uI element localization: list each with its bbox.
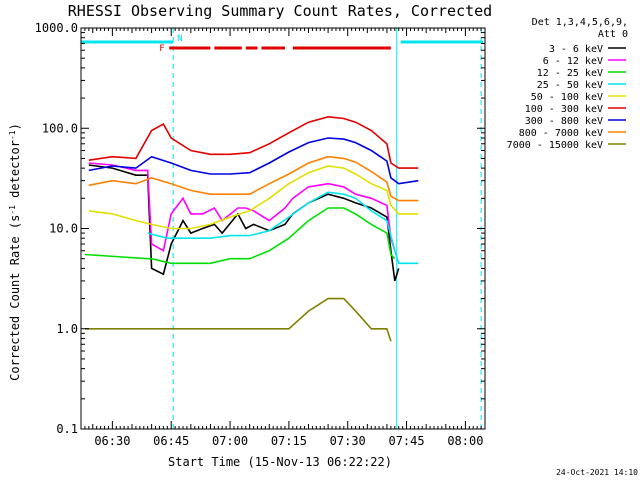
- y-axis-label: Corrected Count Rate (s-1 detector-1): [8, 123, 23, 381]
- x-tick-label: 08:00: [447, 434, 483, 448]
- x-tick-label: 07:30: [330, 434, 366, 448]
- plot-frame: [80, 27, 486, 430]
- legend-label: 800 - 7000 keV: [519, 128, 603, 139]
- legend-label: 25 - 50 keV: [537, 80, 603, 91]
- series-line: [88, 162, 396, 252]
- y-tick-label: 100.0: [42, 121, 78, 135]
- y-axis-label-main: Corrected Count Rate (s: [8, 215, 22, 381]
- x-axis-label: Start Time (15-Nov-13 06:22:22): [168, 455, 392, 469]
- y-axis-label-sup2: -1: [8, 130, 17, 140]
- series-line: [84, 207, 396, 265]
- legend-label: 3 - 6 keV: [549, 44, 603, 55]
- legend-label: 100 - 300 keV: [525, 104, 603, 115]
- y-axis-label-end: ): [8, 123, 22, 130]
- x-tick-label: 07:00: [212, 434, 248, 448]
- series-line: [88, 155, 419, 202]
- legend-label: 50 - 100 keV: [531, 92, 603, 103]
- flag-bars: NF: [81, 34, 484, 54]
- x-tick-label: 07:15: [271, 434, 307, 448]
- legend-label: 12 - 25 keV: [537, 68, 603, 79]
- y-tick-label: 10.0: [49, 222, 78, 236]
- date-stamp: 24-Oct-2021 14:10: [556, 468, 638, 477]
- legend-header-1: Det 1,3,4,5,6,9,: [532, 17, 628, 28]
- legend-label: 7000 - 15000 keV: [507, 140, 603, 151]
- x-tick-label: 06:45: [153, 434, 189, 448]
- time-markers: [80, 28, 482, 429]
- svg-text:Corrected Count Rate (s-1 dete: Corrected Count Rate (s-1 detector-1): [8, 123, 23, 381]
- legend-label: 6 - 12 keV: [543, 56, 603, 67]
- axes: 0.1 1.0 10.0 100.0 1000.0 06:30 06:45 07:00 07:1…: [35, 21, 486, 448]
- y-tick-label: 0.1: [56, 422, 78, 436]
- y-axis-label-sup1: -1: [8, 205, 17, 215]
- legend-label: 300 - 800 keV: [525, 116, 603, 127]
- series-line: [84, 297, 392, 342]
- series-line: [88, 164, 400, 282]
- legend-header-2: Att 0: [598, 29, 628, 40]
- x-tick-label: 07:45: [388, 434, 424, 448]
- series-lines: [84, 115, 419, 342]
- chart-title: RHESSI Observing Summary Count Rates, Co…: [68, 2, 492, 20]
- series-line: [88, 115, 419, 169]
- y-tick-label: 1.0: [56, 322, 78, 336]
- y-axis-label-mid: detector: [8, 140, 22, 205]
- series-line: [147, 191, 419, 265]
- y-tick-label: 1000.0: [35, 21, 78, 35]
- eclipse-flag-label: N: [177, 34, 182, 44]
- series-line: [88, 137, 419, 185]
- x-tick-label: 06:30: [94, 434, 130, 448]
- flare-flag-label: F: [159, 44, 164, 54]
- series-line: [88, 165, 419, 230]
